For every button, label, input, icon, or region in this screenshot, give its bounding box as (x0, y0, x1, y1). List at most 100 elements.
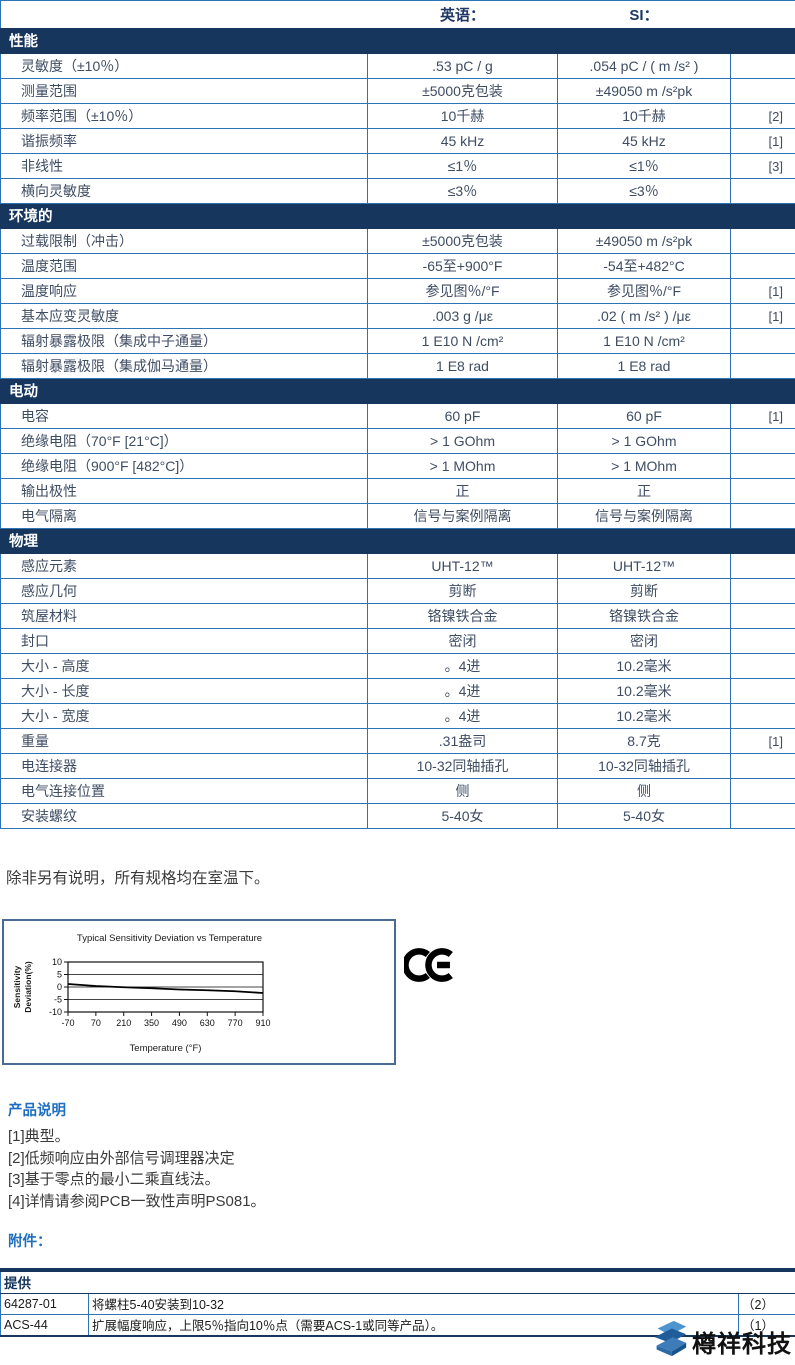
spec-value-si: 10千赫 (557, 103, 731, 129)
spec-label: 安装螺纹 (0, 803, 368, 829)
spec-row: 大小 - 高度 。4进 10.2毫米 (0, 653, 795, 679)
spec-label: 绝缘电阻（900°F [482°C]） (0, 453, 368, 479)
spec-note-ref (730, 703, 795, 729)
spec-value-english: > 1 MOhm (367, 453, 558, 479)
y-tick-label: 5 (57, 970, 62, 980)
spec-value-english: 1 E8 rad (367, 353, 558, 379)
spec-value-si: 信号与案例隔离 (557, 503, 731, 529)
spec-label: 横向灵敏度 (0, 178, 368, 204)
spec-value-english: 60 pF (367, 403, 558, 429)
spec-row: 测量范围 ±5000克包装 ±49050 m /s²pk (0, 78, 795, 104)
attachment-desc: 将螺柱5-40安装到10-32 (88, 1293, 739, 1315)
spec-note-ref (730, 753, 795, 779)
spec-note-ref: [1] (730, 403, 795, 429)
spec-note-ref (730, 503, 795, 529)
spec-value-english: 正 (367, 478, 558, 504)
section-header-row: 性能 (0, 28, 795, 54)
spec-label: 感应元素 (0, 553, 368, 579)
spec-row: 辐射暴露极限（集成中子通量） 1 E10 N /cm² 1 E10 N /cm² (0, 328, 795, 354)
spec-label: 大小 - 宽度 (0, 703, 368, 729)
spec-value-english: .53 pC / g (367, 53, 558, 79)
spec-value-english: 。4进 (367, 653, 558, 679)
spec-label: 电连接器 (0, 753, 368, 779)
spec-value-english: 侧 (367, 778, 558, 804)
spec-value-si: 60 pF (557, 403, 731, 429)
attachments-heading: 附件： (8, 1234, 52, 1250)
data-line (67, 983, 264, 994)
spec-value-english: 10-32同轴插孔 (367, 753, 558, 779)
spec-value-si: .054 pC / ( m /s² ) (557, 53, 731, 79)
section-title: 电动 (0, 378, 795, 404)
attachments-header-row: 提供 (0, 1268, 795, 1294)
spec-row: 基本应变灵敏度 .003 g /με .02 ( m /s² ) /με [1] (0, 303, 795, 329)
spec-value-si: ≤3％ (557, 178, 731, 204)
x-tick-label: -70 (61, 1018, 74, 1028)
spec-value-si: 密闭 (557, 628, 731, 654)
spec-row: 感应元素 UHT-12™ UHT-12™ (0, 553, 795, 579)
spec-value-si: ±49050 m /s²pk (557, 228, 731, 254)
y-tick-label: 10 (52, 957, 62, 967)
spec-value-english: 。4进 (367, 678, 558, 704)
spec-label: 封口 (0, 628, 368, 654)
room-temperature-note: 除非另有说明，所有规格均在室温下。 (6, 870, 270, 887)
spec-row: 电气连接位置侧侧 (0, 778, 795, 804)
spec-row: 温度响应 参见图％/°F 参见图％/°F [1] (0, 278, 795, 304)
spec-value-english: 信号与案例隔离 (367, 503, 558, 529)
spec-value-english: 剪断 (367, 578, 558, 604)
spec-row: 过载限制（冲击） ±5000克包装 ±49050 m /s²pk (0, 228, 795, 254)
spec-label: 基本应变灵敏度 (0, 303, 368, 329)
spec-note-ref (730, 803, 795, 829)
spec-label: 绝缘电阻（70°F [21°C]） (0, 428, 368, 454)
spec-note-ref: [1] (730, 128, 795, 154)
spec-note-ref: [1] (730, 303, 795, 329)
spec-value-english: 1 E10 N /cm² (367, 328, 558, 354)
spec-note-ref (730, 453, 795, 479)
spec-row: 封口 密闭 密闭 (0, 628, 795, 654)
x-tick-label: 910 (255, 1018, 270, 1028)
product-note: [2]低频响应由外部信号调理器决定 (8, 1149, 235, 1167)
chart-title: Typical Sensitivity Deviation vs Tempera… (77, 933, 262, 944)
spec-label: 温度范围 (0, 253, 368, 279)
spec-label: 频率范围（±10％） (0, 103, 368, 129)
section-header-row: 物理 (0, 528, 795, 554)
spec-label: 辐射暴露极限（集成伽马通量） (0, 353, 368, 379)
spec-value-english: 45 kHz (367, 128, 558, 154)
spec-value-si: ≤1％ (557, 153, 731, 179)
spec-note-ref: [3] (730, 153, 795, 179)
attachment-row: 64287-01 将螺柱5-40安装到10-32 （2） (0, 1293, 795, 1315)
spec-value-si: 正 (557, 478, 731, 504)
spec-value-english: UHT-12™ (367, 553, 558, 579)
spec-row: 频率范围（±10％） 10千赫 10千赫 [2] (0, 103, 795, 129)
spec-value-english: ±5000克包装 (367, 228, 558, 254)
spec-row: 输出极性正正 (0, 478, 795, 504)
attachment-part: ACS-44 (0, 1314, 89, 1337)
spec-row: 筑屋材料 铬镍铁合金 铬镍铁合金 (0, 603, 795, 629)
y-axis-label: Deviation(%) (23, 961, 33, 1013)
spec-value-english: ≤3％ (367, 178, 558, 204)
spec-row: 辐射暴露极限（集成伽马通量） 1 E8 rad 1 E8 rad (0, 353, 795, 379)
spec-label: 温度响应 (0, 278, 368, 304)
spec-row: 重量 .31盎司 8.7克 [1] (0, 728, 795, 754)
section-title: 物理 (0, 528, 795, 554)
spec-value-si: 侧 (557, 778, 731, 804)
spec-note-ref (730, 553, 795, 579)
spec-label: 测量范围 (0, 78, 368, 104)
spec-row: 电连接器 10-32同轴插孔 10-32同轴插孔 (0, 753, 795, 779)
y-axis-label: Sensitivity (12, 965, 22, 1008)
spec-value-english: > 1 GOhm (367, 428, 558, 454)
spec-value-si: -54至+482°C (557, 253, 731, 279)
spec-note-ref (730, 628, 795, 654)
spec-row: 感应几何 剪断 剪断 (0, 578, 795, 604)
spec-label: 筑屋材料 (0, 603, 368, 629)
spec-value-si: 剪断 (557, 578, 731, 604)
spec-row: 电气隔离 信号与案例隔离 信号与案例隔离 (0, 503, 795, 529)
company-logo: 樽祥科技 (648, 1318, 792, 1365)
logo-books-icon (648, 1318, 690, 1365)
section-title: 性能 (0, 28, 795, 54)
spec-value-english: 5-40女 (367, 803, 558, 829)
spec-row: 谐振频率 45 kHz 45 kHz [1] (0, 128, 795, 154)
spec-row: 灵敏度（±10％） .53 pC / g .054 pC / ( m /s² ) (0, 53, 795, 79)
spec-value-si: 10.2毫米 (557, 653, 731, 679)
section-header-row: 电动 (0, 378, 795, 404)
spec-value-english: -65至+900°F (367, 253, 558, 279)
